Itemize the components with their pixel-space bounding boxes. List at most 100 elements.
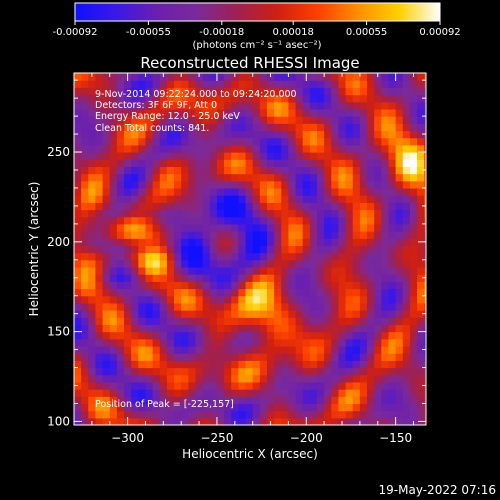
heatmap-cell	[81, 374, 89, 383]
heatmap-cell	[216, 310, 225, 318]
heatmap-cell	[424, 288, 426, 297]
heatmap-cell	[81, 101, 89, 110]
heatmap-cell	[209, 403, 218, 412]
heatmap-cell	[288, 137, 297, 146]
heatmap-cell	[202, 281, 211, 290]
heatmap-cell	[95, 80, 104, 88]
heatmap-cell	[402, 353, 411, 361]
heatmap-cell	[259, 389, 268, 397]
heatmap-cell	[202, 223, 211, 232]
heatmap-cell	[309, 252, 318, 261]
heatmap-cell	[381, 396, 390, 405]
heatmap-cell	[116, 159, 125, 167]
heatmap-cell	[224, 302, 232, 311]
heatmap-cell	[231, 381, 239, 390]
heatmap-cell	[345, 403, 354, 412]
heatmap-cell	[259, 396, 268, 405]
heatmap-cell	[302, 374, 311, 383]
heatmap-cell	[231, 130, 239, 139]
heatmap-cell	[231, 310, 239, 318]
heatmap-cell	[288, 331, 297, 340]
heatmap-cell	[152, 396, 161, 405]
heatmap-cell	[124, 144, 132, 153]
heatmap-cell	[367, 238, 375, 246]
heatmap-cell	[195, 410, 204, 419]
heatmap-cell	[395, 338, 404, 347]
heatmap-cell	[209, 245, 218, 254]
x-tick-label: −300	[111, 431, 144, 445]
heatmap-cell	[402, 302, 411, 311]
heatmap-cell	[159, 166, 168, 175]
heatmap-cell	[238, 288, 247, 297]
heatmap-cell	[352, 252, 361, 261]
heatmap-cell	[88, 87, 97, 96]
heatmap-cell	[374, 259, 382, 268]
heatmap-cell	[159, 345, 168, 354]
heatmap-cell	[159, 252, 168, 261]
heatmap-cell	[195, 94, 204, 103]
heatmap-cell	[352, 288, 361, 297]
heatmap-cell	[145, 73, 154, 81]
heatmap-cell	[216, 73, 225, 81]
heatmap-cell	[395, 137, 404, 146]
heatmap-cell	[131, 152, 139, 160]
heatmap-cell	[109, 403, 118, 412]
heatmap-cell	[295, 202, 304, 211]
heatmap-cell	[259, 381, 268, 390]
heatmap-cell	[195, 87, 204, 96]
heatmap-cell	[166, 87, 175, 96]
heatmap-cell	[302, 360, 311, 369]
heatmap-cell	[109, 195, 118, 203]
heatmap-cell	[195, 108, 204, 117]
heatmap-cell	[274, 238, 282, 246]
heatmap-cell	[145, 94, 154, 103]
heatmap-cell	[124, 374, 132, 383]
heatmap-cell	[95, 101, 104, 110]
heatmap-cell	[152, 245, 161, 254]
heatmap-cell	[417, 202, 425, 211]
heatmap-cell	[216, 159, 225, 167]
heatmap-cell	[88, 187, 97, 196]
heatmap-cell	[302, 152, 311, 160]
heatmap-cell	[81, 137, 89, 146]
heatmap-cell	[367, 173, 375, 182]
heatmap-cell	[367, 130, 375, 139]
heatmap-cell	[88, 345, 97, 354]
heatmap-cell	[231, 173, 239, 182]
heatmap-cell	[309, 396, 318, 405]
heatmap-cell	[259, 166, 268, 175]
heatmap-cell	[174, 238, 182, 246]
heatmap-cell	[81, 94, 89, 103]
heatmap-cell	[417, 195, 425, 203]
heatmap-cell	[402, 331, 411, 340]
heatmap-cell	[388, 403, 397, 412]
heatmap-cell	[109, 417, 118, 425]
heatmap-cell	[138, 252, 147, 261]
heatmap-cell	[417, 317, 425, 326]
heatmap-cell	[174, 80, 182, 88]
heatmap-cell	[209, 144, 218, 153]
heatmap-cell	[174, 345, 182, 354]
heatmap-cell	[166, 187, 175, 196]
heatmap-cell	[338, 266, 347, 275]
heatmap-cell	[166, 144, 175, 153]
x-tick-label: −250	[200, 431, 233, 445]
heatmap-cell	[116, 87, 125, 96]
heatmap-cell	[424, 245, 426, 254]
heatmap-cell	[345, 245, 354, 254]
heatmap-cell	[331, 281, 340, 290]
heatmap-cell	[245, 173, 254, 182]
heatmap-cell	[231, 216, 239, 225]
heatmap-cell	[181, 374, 189, 383]
heatmap-cell	[202, 338, 211, 347]
heatmap-cell	[324, 259, 332, 268]
heatmap-cell	[402, 73, 411, 81]
heatmap-cell	[345, 87, 354, 96]
heatmap-cell	[74, 338, 82, 347]
heatmap-cell	[252, 231, 261, 239]
heatmap-cell	[295, 245, 304, 254]
heatmap-cell	[302, 266, 311, 275]
y-axis-label: Heliocentric Y (arcsec)	[27, 182, 41, 317]
heatmap-cell	[338, 245, 347, 254]
heatmap-cell	[367, 187, 375, 196]
